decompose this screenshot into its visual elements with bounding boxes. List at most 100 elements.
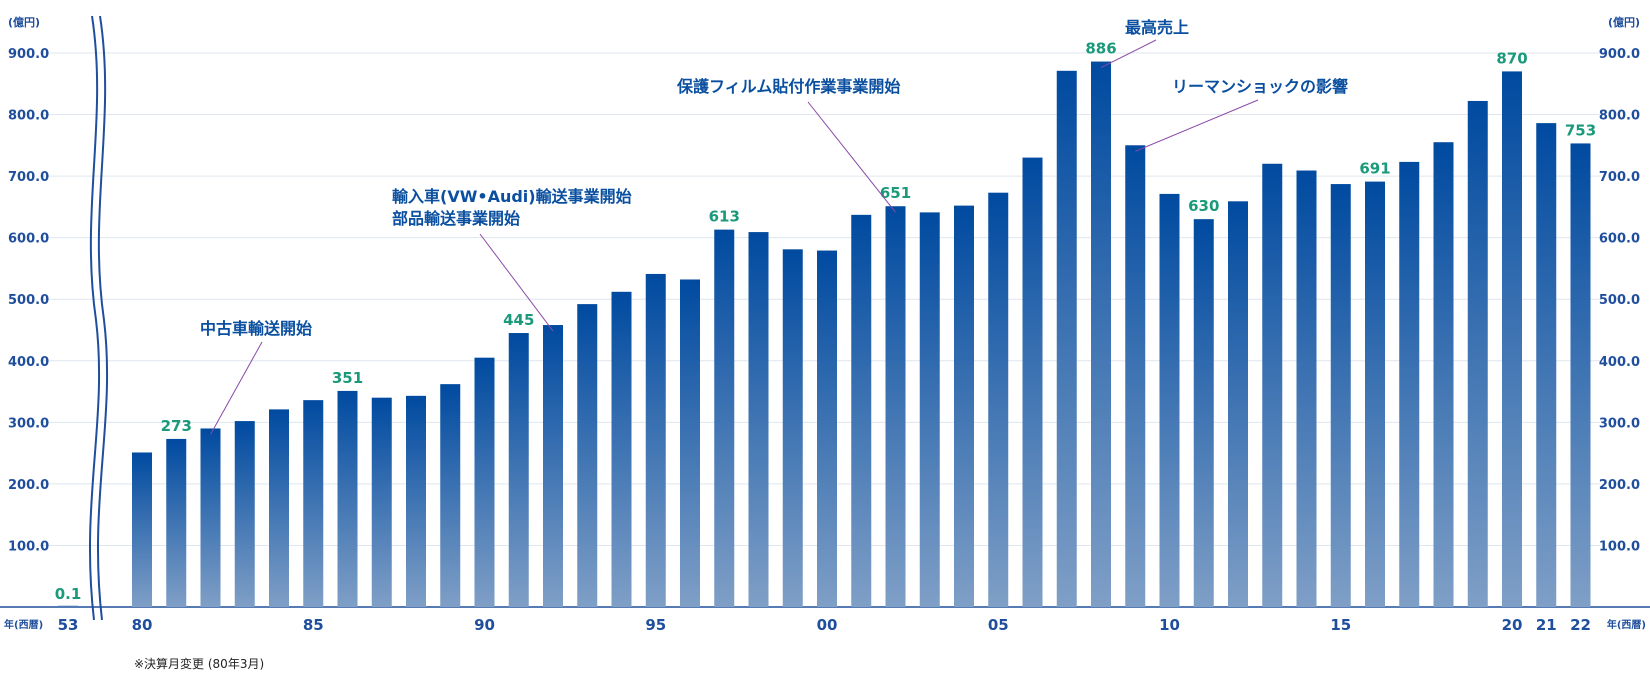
bar-01 — [851, 214, 872, 608]
y-tick-label-right: 500.0 — [1599, 293, 1640, 308]
bar-09 — [1125, 145, 1146, 607]
data-label-91: 445 — [503, 311, 534, 329]
x-unit-label-left: 年(西暦) — [4, 618, 43, 631]
bar-22 — [1570, 143, 1591, 607]
y-tick-label-left: 500.0 — [8, 293, 49, 308]
bar-84 — [269, 409, 289, 607]
bar-91 — [508, 333, 529, 607]
x-tick-label-05: 05 — [988, 616, 1009, 634]
annotation-text: 最高売上 — [1125, 18, 1189, 37]
data-label-02: 651 — [880, 184, 911, 202]
bar-03 — [919, 212, 940, 607]
y-tick-label-right: 700.0 — [1599, 170, 1640, 185]
bar-85 — [303, 400, 324, 607]
bar-21 — [1536, 123, 1557, 608]
bar-15 — [1330, 184, 1351, 608]
y-unit-label-right: (億円) — [1608, 15, 1640, 29]
annotation-text: 中古車輸送開始 — [200, 319, 312, 338]
y-tick-label-right: 600.0 — [1599, 232, 1640, 247]
bar-06 — [1022, 157, 1043, 607]
bar-87 — [371, 397, 392, 607]
y-tick-label-right: 400.0 — [1599, 355, 1640, 370]
bar-80 — [132, 452, 152, 607]
bar-14 — [1296, 170, 1317, 607]
bar-10 — [1159, 193, 1180, 607]
bar-82 — [200, 428, 221, 607]
bar-08 — [1091, 61, 1111, 607]
y-tick-label-left: 300.0 — [8, 416, 49, 431]
bar-94 — [611, 291, 632, 607]
data-label-11: 630 — [1188, 197, 1219, 215]
bar-11 — [1193, 219, 1214, 607]
x-tick-label-00: 00 — [817, 616, 838, 634]
bar-20 — [1502, 71, 1522, 607]
y-tick-label-right: 800.0 — [1599, 109, 1640, 124]
bar-07 — [1056, 70, 1077, 607]
bar-93 — [577, 304, 598, 607]
y-tick-label-left: 200.0 — [8, 478, 49, 493]
bar-16 — [1365, 181, 1385, 607]
bar-05 — [988, 192, 1009, 607]
x-tick-labels: 53 80 85 90 95 00 05 10 15 20 21 22 — [58, 616, 1591, 634]
y-tick-label-left: 100.0 — [8, 539, 49, 554]
y-tick-label-right: 300.0 — [1599, 416, 1640, 431]
x-unit-label-right: 年(西暦) — [1607, 618, 1646, 631]
bar-96 — [680, 279, 700, 607]
bar-02 — [885, 206, 906, 607]
data-label-53: 0.1 — [55, 585, 82, 603]
bar-81 — [166, 438, 187, 607]
data-label-08: 886 — [1085, 40, 1116, 58]
bar-00 — [817, 250, 837, 607]
data-label-97: 613 — [709, 208, 740, 226]
x-tick-label-21: 21 — [1536, 616, 1557, 634]
data-label-81: 273 — [161, 417, 192, 435]
y-tick-label-right: 200.0 — [1599, 478, 1640, 493]
annotation-leader-line — [807, 101, 896, 213]
y-tick-label-right: 900.0 — [1599, 47, 1640, 62]
y-tick-labels: 100.0 100.0 200.0 200.0 300.0 300.0 400.0 400.0… — [8, 47, 1640, 555]
y-tick-label-left: 700.0 — [8, 170, 49, 185]
data-label-20: 870 — [1496, 49, 1527, 67]
annotation-text: 輸入車(VW•Audi)輸送事業開始 — [392, 187, 632, 206]
bar-98 — [748, 232, 769, 607]
bar-86 — [337, 390, 358, 607]
y-tick-label-left: 400.0 — [8, 355, 49, 370]
y-tick-label-left: 600.0 — [8, 232, 49, 247]
bar-19 — [1467, 100, 1488, 608]
x-tick-label-53: 53 — [58, 616, 79, 634]
bar-53 — [58, 605, 78, 607]
annotation-leader-line — [1100, 39, 1157, 69]
annotation-text: 部品輸送事業開始 — [392, 209, 520, 228]
annotation-leader-line — [1135, 99, 1259, 152]
bar-18 — [1433, 142, 1454, 607]
bar-83 — [234, 421, 255, 607]
x-tick-label-90: 90 — [474, 616, 495, 634]
annotation-text: 保護フィルム貼付作業事業開始 — [676, 77, 900, 96]
x-tick-label-15: 15 — [1330, 616, 1351, 634]
bar-92 — [543, 325, 563, 607]
bar-13 — [1262, 163, 1283, 607]
x-tick-label-85: 85 — [303, 616, 324, 634]
axis-break-symbol — [88, 15, 109, 621]
bar-95 — [645, 273, 666, 607]
bar-88 — [406, 395, 426, 607]
data-label-22: 753 — [1565, 121, 1596, 139]
footnote: ※決算月変更 (80年3月) — [134, 656, 264, 671]
data-labels: 0.1 273 351 445 613 651 886 630 691 870 753 — [55, 40, 1596, 603]
x-tick-label-22: 22 — [1570, 616, 1591, 634]
x-tick-label-10: 10 — [1159, 616, 1180, 634]
bar-99 — [782, 249, 803, 607]
y-tick-label-left: 900.0 — [8, 47, 49, 62]
data-label-16: 691 — [1359, 160, 1390, 178]
data-label-86: 351 — [332, 369, 363, 387]
x-tick-label-95: 95 — [645, 616, 666, 634]
bar-89 — [440, 384, 461, 607]
annotation-leader-line — [210, 341, 263, 435]
annotation-leader-line — [479, 233, 554, 332]
bar-97 — [714, 229, 735, 607]
y-tick-label-right: 100.0 — [1599, 539, 1640, 554]
annotation-text: リーマンショックの影響 — [1172, 77, 1348, 96]
x-tick-label-80: 80 — [132, 616, 153, 634]
